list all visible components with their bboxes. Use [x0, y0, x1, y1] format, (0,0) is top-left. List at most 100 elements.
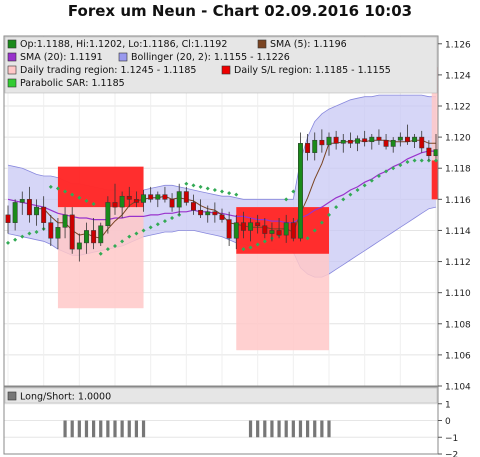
candle — [12, 199, 18, 231]
candle-body — [105, 202, 111, 227]
candle-body — [34, 206, 39, 216]
candle — [426, 140, 432, 161]
candlesticks — [5, 124, 439, 262]
sub-legend: Long/Short: 1.0000 — [4, 387, 438, 404]
tick-label: 1.114 — [445, 227, 471, 237]
candle-body — [12, 202, 18, 223]
legend: Op:1.1188, Hi:1.1202, Lo:1.1186, Cl:1.11… — [4, 36, 438, 94]
candle-body — [340, 139, 346, 144]
long-short-bar — [77, 420, 81, 438]
candle — [112, 183, 118, 215]
legend-swatch — [7, 391, 17, 401]
sar-point — [48, 184, 53, 189]
tick-label: 1.118 — [445, 165, 471, 175]
sar-point — [34, 230, 39, 234]
candle — [276, 218, 282, 239]
candle-body — [312, 139, 318, 153]
long-short-bar — [134, 420, 139, 438]
candle-body — [198, 209, 204, 216]
candle — [376, 129, 382, 145]
candle-body — [112, 202, 118, 208]
candle — [105, 196, 111, 234]
sar-point — [77, 195, 82, 200]
candle — [340, 134, 346, 153]
sar-point — [234, 192, 239, 197]
long-short-bar — [127, 420, 131, 438]
candle — [298, 132, 303, 242]
tick-label: 1.122 — [445, 103, 471, 113]
candle-body — [283, 222, 289, 236]
candle — [176, 183, 182, 215]
sar-point — [141, 228, 146, 233]
sar-point — [419, 158, 424, 163]
candle — [305, 134, 311, 161]
candle — [98, 222, 104, 246]
sar-point — [327, 212, 331, 217]
candle-body — [326, 136, 332, 146]
candle-body — [41, 206, 47, 223]
candle-body — [226, 219, 232, 239]
candle — [269, 222, 275, 242]
sar-point — [27, 231, 32, 236]
long-short-axis: 1 0 −1 −2 — [438, 400, 458, 457]
long-short-bar — [91, 420, 96, 438]
candle-body — [240, 222, 246, 231]
candle-body — [290, 222, 296, 239]
long-short-bar — [277, 420, 281, 438]
tick-label: 1.110 — [445, 289, 471, 299]
long-short-bar — [248, 420, 253, 438]
candle — [255, 214, 261, 234]
sar-point — [405, 160, 410, 164]
candle — [34, 199, 39, 226]
price-axis: 1.104 1.106 1.108 1.110 1.112 1.114 1.116 1.118… — [438, 40, 471, 393]
candle-body — [333, 136, 339, 144]
candle-body — [369, 136, 375, 143]
legend-swatch — [221, 65, 231, 75]
candle — [62, 207, 68, 239]
tick-label: 1.104 — [445, 383, 471, 393]
legend-label: SMA (5): 1.1196 — [270, 39, 347, 50]
candle — [390, 137, 396, 153]
sar-point — [227, 191, 232, 196]
candle — [162, 186, 168, 203]
candle-body — [255, 222, 261, 227]
candle-body — [426, 147, 432, 157]
candle — [262, 218, 268, 239]
legend-swatch — [257, 39, 267, 49]
sar-point — [205, 186, 210, 191]
candle-body — [269, 230, 275, 234]
sar-point — [198, 184, 203, 189]
long-short-bar — [63, 420, 67, 438]
candle-body — [362, 138, 368, 143]
long-short-bar — [270, 420, 274, 438]
tick-label: 1 — [445, 400, 451, 410]
candle-body — [141, 194, 146, 203]
candle — [91, 218, 97, 250]
sar-point — [191, 183, 196, 188]
candle-body — [397, 136, 403, 141]
legend-label: Daily S/L region: 1.1185 - 1.1155 — [234, 65, 391, 76]
sar-point — [6, 240, 10, 245]
candle — [84, 222, 89, 254]
sar-point — [55, 186, 60, 191]
legend-swatch — [7, 52, 17, 62]
tick-label: −1 — [445, 434, 458, 444]
candle — [119, 191, 125, 218]
candle-body — [419, 136, 425, 149]
candle-body — [262, 225, 268, 234]
sar-point — [312, 228, 317, 233]
sar-point — [105, 247, 110, 252]
tick-label: 1.120 — [445, 134, 471, 144]
candle — [183, 186, 189, 206]
candle-body — [412, 136, 418, 143]
sar-point — [362, 183, 367, 188]
candle — [419, 130, 425, 153]
legend-label: Bollinger (20, 2): 1.1155 - 1.1226 — [131, 52, 290, 63]
tick-label: 1.116 — [445, 196, 471, 206]
candle-body — [383, 139, 389, 147]
candle — [347, 132, 353, 148]
candle — [169, 193, 175, 212]
plot-frame — [3, 35, 439, 387]
sar-point — [184, 181, 189, 186]
